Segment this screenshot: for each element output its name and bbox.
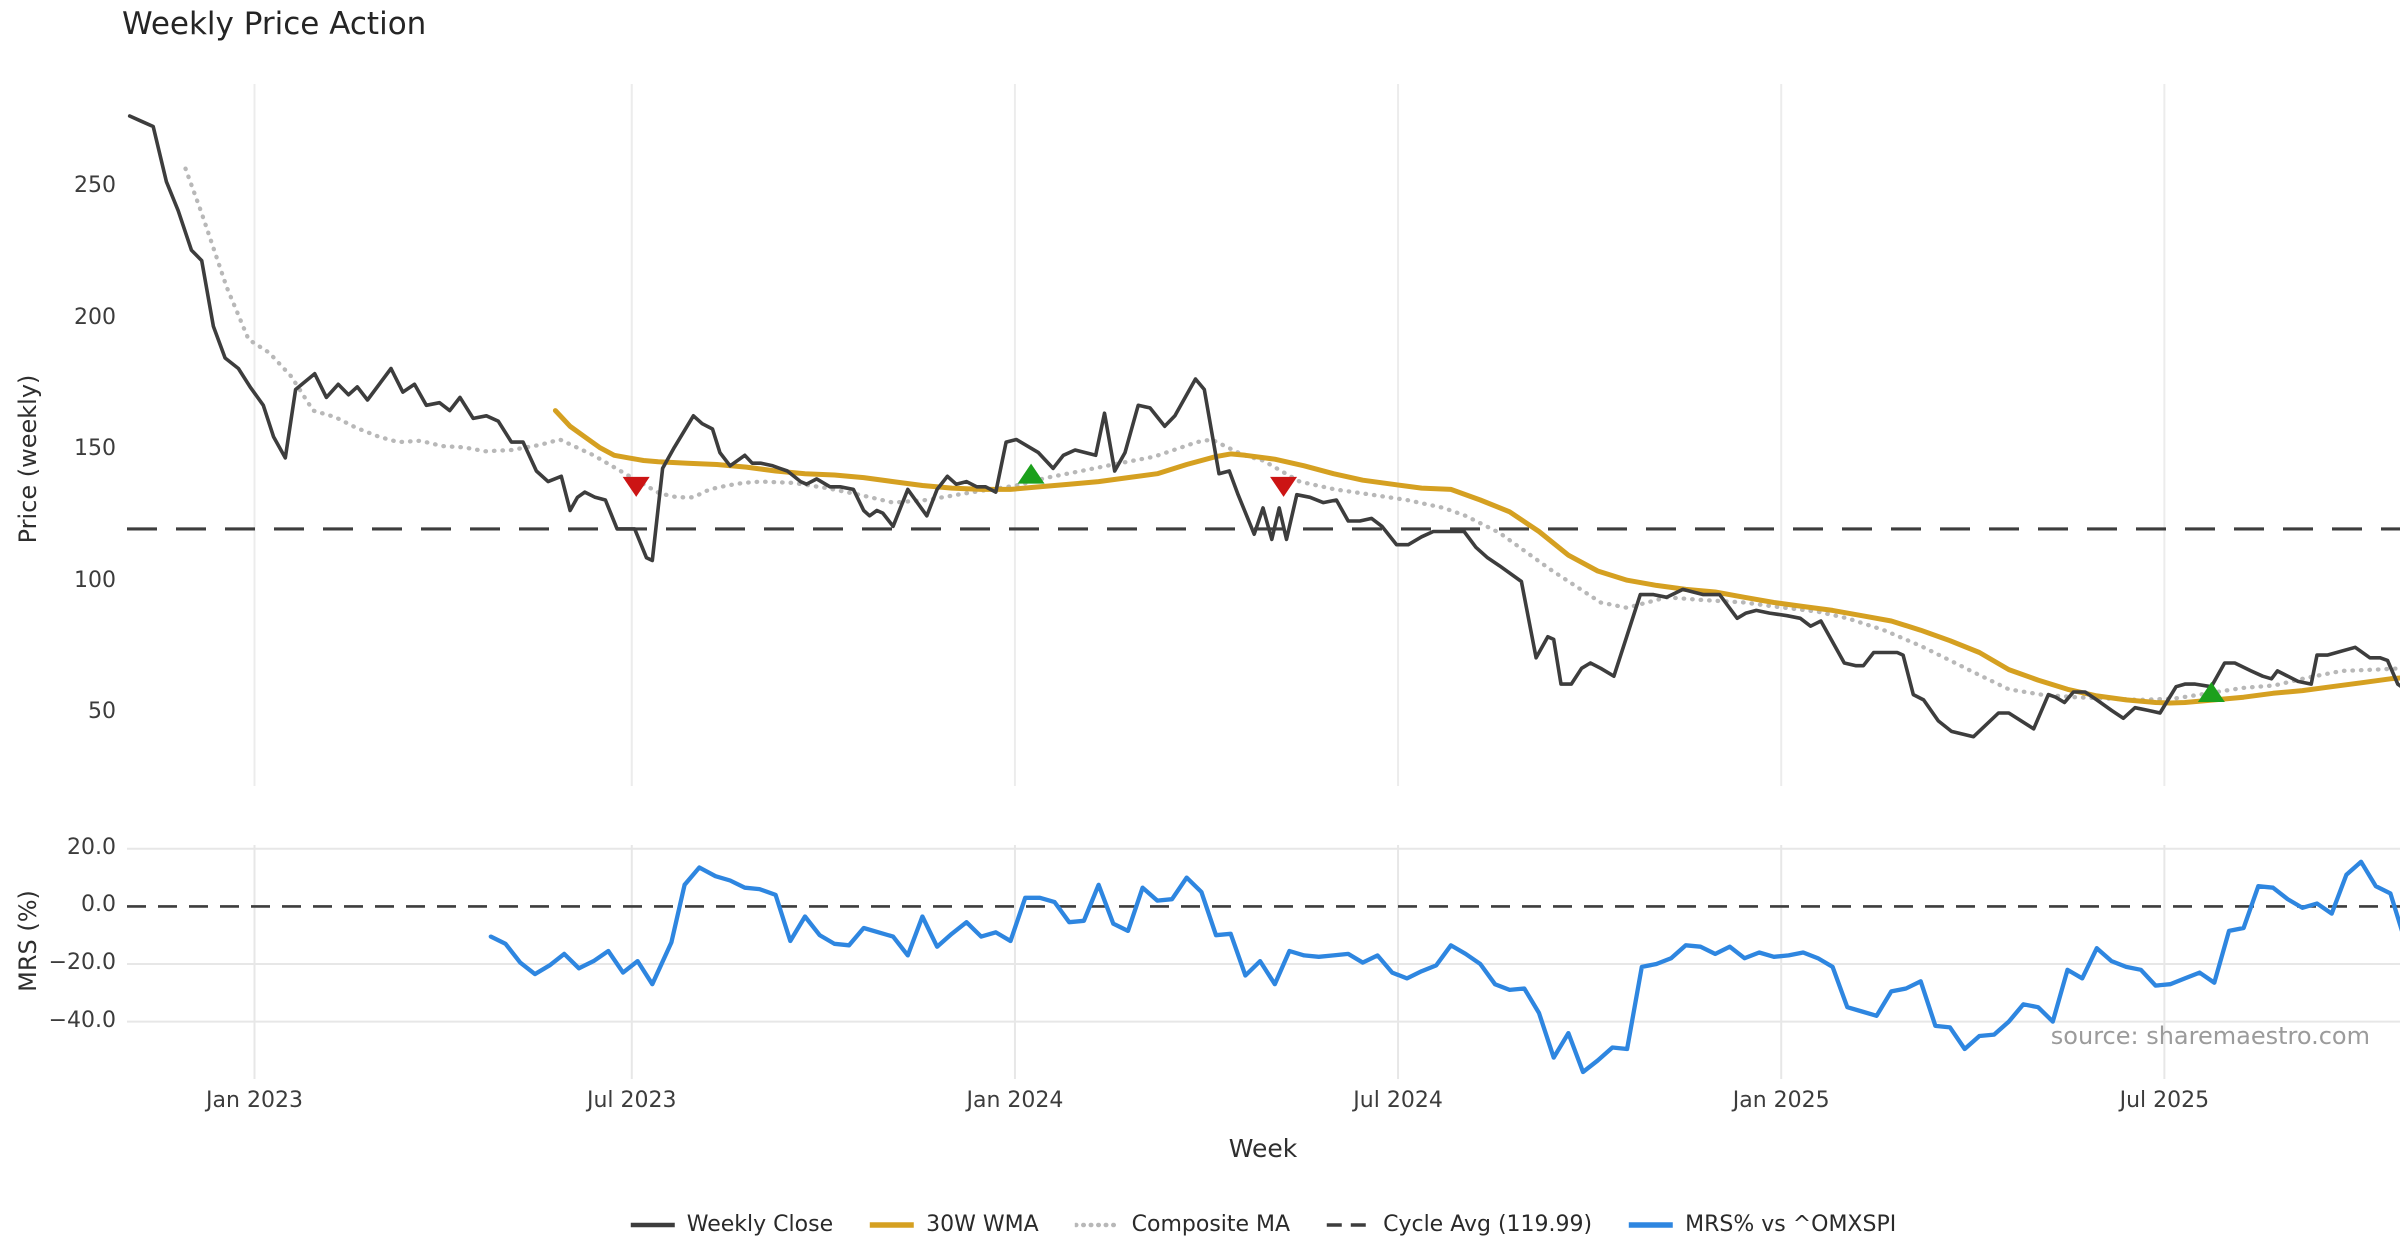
series-composite-ma [183,166,2400,703]
mrs-tick-label: −40.0 [48,1007,116,1033]
legend-label-composite-ma: Composite MA [1131,1212,1291,1237]
series-weekly-close [127,114,2400,739]
legend-label-mrs: MRS% vs ^OMXSPI [1685,1212,1897,1237]
price-tick-label: 250 [74,173,116,198]
x-tick-label: Jul 2025 [2119,1088,2210,1113]
legend-swatch-mrs-icon [1629,1221,1674,1228]
price-tick-label: 50 [88,699,116,724]
chart-title: Weekly Price Action [122,6,427,42]
x-tick-label: Jul 2023 [587,1088,677,1113]
legend: Weekly Close 30W WMA Composite MA Cycle … [630,1212,1896,1237]
series-30w-wma [552,408,2400,706]
series-mrs [488,859,2400,1075]
legend-swatch-30w-wma-icon [870,1221,915,1228]
x-tick-label: Jan 2023 [206,1088,303,1113]
legend-item-30w-wma: 30W WMA [869,1212,1039,1237]
legend-swatch-cycle-avg-icon [1327,1222,1372,1227]
legend-item-composite-ma: Composite MA [1074,1212,1291,1237]
buy-marker [2197,681,2225,702]
mrs-tick-label: 20.0 [67,834,116,860]
sell-marker [1270,476,1298,497]
price-tick-label: 150 [74,436,116,461]
legend-item-weekly-close: Weekly Close [630,1212,833,1237]
legend-label-weekly-close: Weekly Close [686,1212,834,1237]
legend-label-cycle-avg: Cycle Avg (119.99) [1383,1212,1593,1237]
x-axis-label: Week [1228,1134,1298,1163]
price-tick-label: 100 [74,567,116,593]
x-tick-label: Jan 2024 [966,1088,1064,1113]
sell-marker [622,476,650,497]
source-attribution: source: sharemaestro.com [2050,1022,2370,1050]
price-tick-label: 200 [74,304,116,330]
x-tick-label: Jan 2025 [1732,1088,1830,1113]
mrs-tick-label: −20.0 [48,950,116,975]
legend-swatch-composite-ma-icon [1074,1222,1121,1227]
legend-label-30w-wma: 30W WMA [926,1212,1039,1237]
buy-marker [1017,463,1045,484]
legend-item-cycle-avg: Cycle Avg (119.99) [1326,1212,1592,1237]
x-tick-label: Jul 2024 [1353,1088,1443,1113]
mrs-tick-label: 0.0 [81,892,116,918]
legend-item-mrs: MRS% vs ^OMXSPI [1628,1212,1896,1237]
legend-swatch-weekly-close-icon [630,1222,675,1227]
